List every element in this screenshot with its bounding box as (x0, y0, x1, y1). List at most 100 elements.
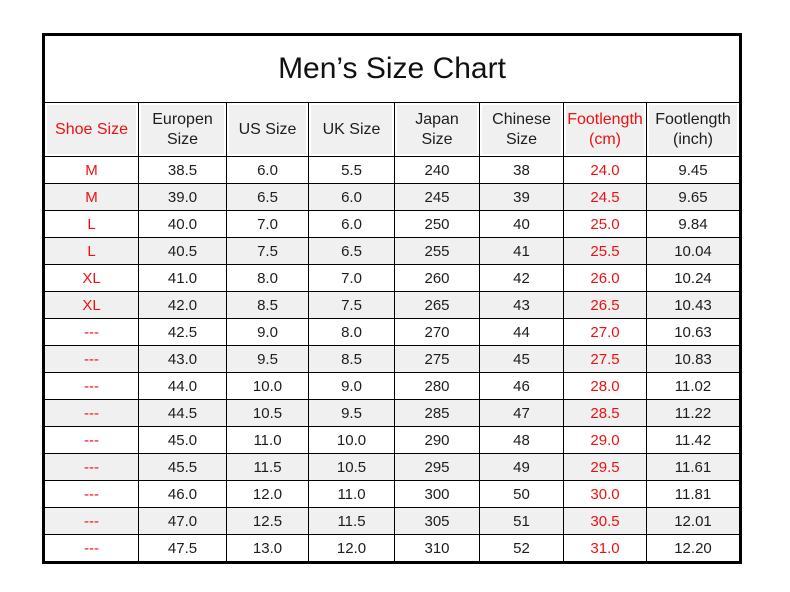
table-cell: 250 (394, 210, 480, 238)
table-cell: 240 (394, 156, 480, 184)
table-cell: --- (43, 399, 139, 427)
table-cell: 42.0 (138, 291, 227, 319)
table-cell: 9.65 (646, 183, 741, 211)
table-cell: 27.5 (563, 345, 647, 373)
table-cell: 7.0 (308, 264, 395, 292)
size-chart-page: Men’s Size Chart Shoe Size Europen Size US … (42, 33, 742, 564)
table-cell: 45.5 (138, 453, 227, 481)
column-header-uk-size: UK Size (308, 102, 395, 157)
table-row: --- 44.5 10.5 9.5 285 47 28.5 11.22 (43, 399, 741, 427)
table-cell: 51 (479, 507, 564, 535)
table-cell: 12.5 (226, 507, 309, 535)
table-cell: 8.5 (308, 345, 395, 373)
column-header-footlength-inch: Footlength (inch) (646, 102, 741, 157)
table-cell: 12.0 (226, 480, 309, 508)
table-cell: L (43, 237, 139, 265)
table-cell: 11.0 (308, 480, 395, 508)
table-cell: 9.5 (226, 345, 309, 373)
table-cell: 41.0 (138, 264, 227, 292)
table-cell: 8.5 (226, 291, 309, 319)
table-cell: 10.5 (226, 399, 309, 427)
table-cell: 290 (394, 426, 480, 454)
table-cell: 47.5 (138, 534, 227, 563)
table-cell: 11.02 (646, 372, 741, 400)
chart-title: Men’s Size Chart (43, 34, 741, 103)
table-cell: 42.5 (138, 318, 227, 346)
table-cell: 44.5 (138, 399, 227, 427)
table-cell: 49 (479, 453, 564, 481)
table-row: --- 45.5 11.5 10.5 295 49 29.5 11.61 (43, 453, 741, 481)
table-cell: 5.5 (308, 156, 395, 184)
table-cell: 25.0 (563, 210, 647, 238)
table-cell: 24.5 (563, 183, 647, 211)
column-header-shoe-size: Shoe Size (43, 102, 139, 157)
table-cell: --- (43, 480, 139, 508)
table-cell: 260 (394, 264, 480, 292)
table-cell: M (43, 156, 139, 184)
table-cell: 6.5 (308, 237, 395, 265)
table-row: --- 44.0 10.0 9.0 280 46 28.0 11.02 (43, 372, 741, 400)
table-row: XL 42.0 8.5 7.5 265 43 26.5 10.43 (43, 291, 741, 319)
table-cell: 6.5 (226, 183, 309, 211)
table-cell: 9.0 (226, 318, 309, 346)
table-cell: 30.0 (563, 480, 647, 508)
table-cell: 7.5 (308, 291, 395, 319)
table-cell: --- (43, 453, 139, 481)
table-cell: 275 (394, 345, 480, 373)
header-row: Shoe Size Europen Size US Size UK Size Japan S… (43, 102, 741, 157)
column-header-japan-size: Japan Size (394, 102, 480, 157)
column-header-us-size: US Size (226, 102, 309, 157)
table-cell: 6.0 (308, 210, 395, 238)
table-cell: --- (43, 372, 139, 400)
table-cell: 300 (394, 480, 480, 508)
column-header-chinese-size: Chinese Size (479, 102, 564, 157)
table-cell: 10.04 (646, 237, 741, 265)
mens-size-chart-table: Men’s Size Chart Shoe Size Europen Size US … (42, 33, 742, 564)
table-cell: 27.0 (563, 318, 647, 346)
table-cell: 285 (394, 399, 480, 427)
table-row: --- 43.0 9.5 8.5 275 45 27.5 10.83 (43, 345, 741, 373)
table-cell: 10.0 (226, 372, 309, 400)
table-cell: 8.0 (226, 264, 309, 292)
table-cell: 39 (479, 183, 564, 211)
table-cell: 50 (479, 480, 564, 508)
table-cell: 245 (394, 183, 480, 211)
table-cell: 10.24 (646, 264, 741, 292)
table-cell: 44.0 (138, 372, 227, 400)
table-cell: M (43, 183, 139, 211)
table-cell: XL (43, 291, 139, 319)
table-cell: 270 (394, 318, 480, 346)
table-cell: 8.0 (308, 318, 395, 346)
table-cell: 10.83 (646, 345, 741, 373)
table-row: L 40.0 7.0 6.0 250 40 25.0 9.84 (43, 210, 741, 238)
table-cell: 52 (479, 534, 564, 563)
table-cell: 38.5 (138, 156, 227, 184)
table-cell: 11.5 (226, 453, 309, 481)
table-cell: 48 (479, 426, 564, 454)
table-cell: 305 (394, 507, 480, 535)
table-cell: --- (43, 426, 139, 454)
table-cell: 43.0 (138, 345, 227, 373)
table-cell: 295 (394, 453, 480, 481)
table-cell: 24.0 (563, 156, 647, 184)
table-row: M 38.5 6.0 5.5 240 38 24.0 9.45 (43, 156, 741, 184)
table-cell: 43 (479, 291, 564, 319)
table-cell: 280 (394, 372, 480, 400)
table-cell: --- (43, 534, 139, 563)
table-cell: L (43, 210, 139, 238)
table-cell: 25.5 (563, 237, 647, 265)
table-cell: 26.0 (563, 264, 647, 292)
table-cell: 26.5 (563, 291, 647, 319)
table-cell: 265 (394, 291, 480, 319)
table-row: --- 47.5 13.0 12.0 310 52 31.0 12.20 (43, 534, 741, 563)
table-cell: 7.0 (226, 210, 309, 238)
table-cell: 12.20 (646, 534, 741, 563)
table-cell: 9.0 (308, 372, 395, 400)
table-cell: 47 (479, 399, 564, 427)
table-cell: 46.0 (138, 480, 227, 508)
table-row: --- 42.5 9.0 8.0 270 44 27.0 10.63 (43, 318, 741, 346)
table-cell: 45.0 (138, 426, 227, 454)
table-cell: 6.0 (308, 183, 395, 211)
table-cell: 30.5 (563, 507, 647, 535)
table-row: M 39.0 6.5 6.0 245 39 24.5 9.65 (43, 183, 741, 211)
